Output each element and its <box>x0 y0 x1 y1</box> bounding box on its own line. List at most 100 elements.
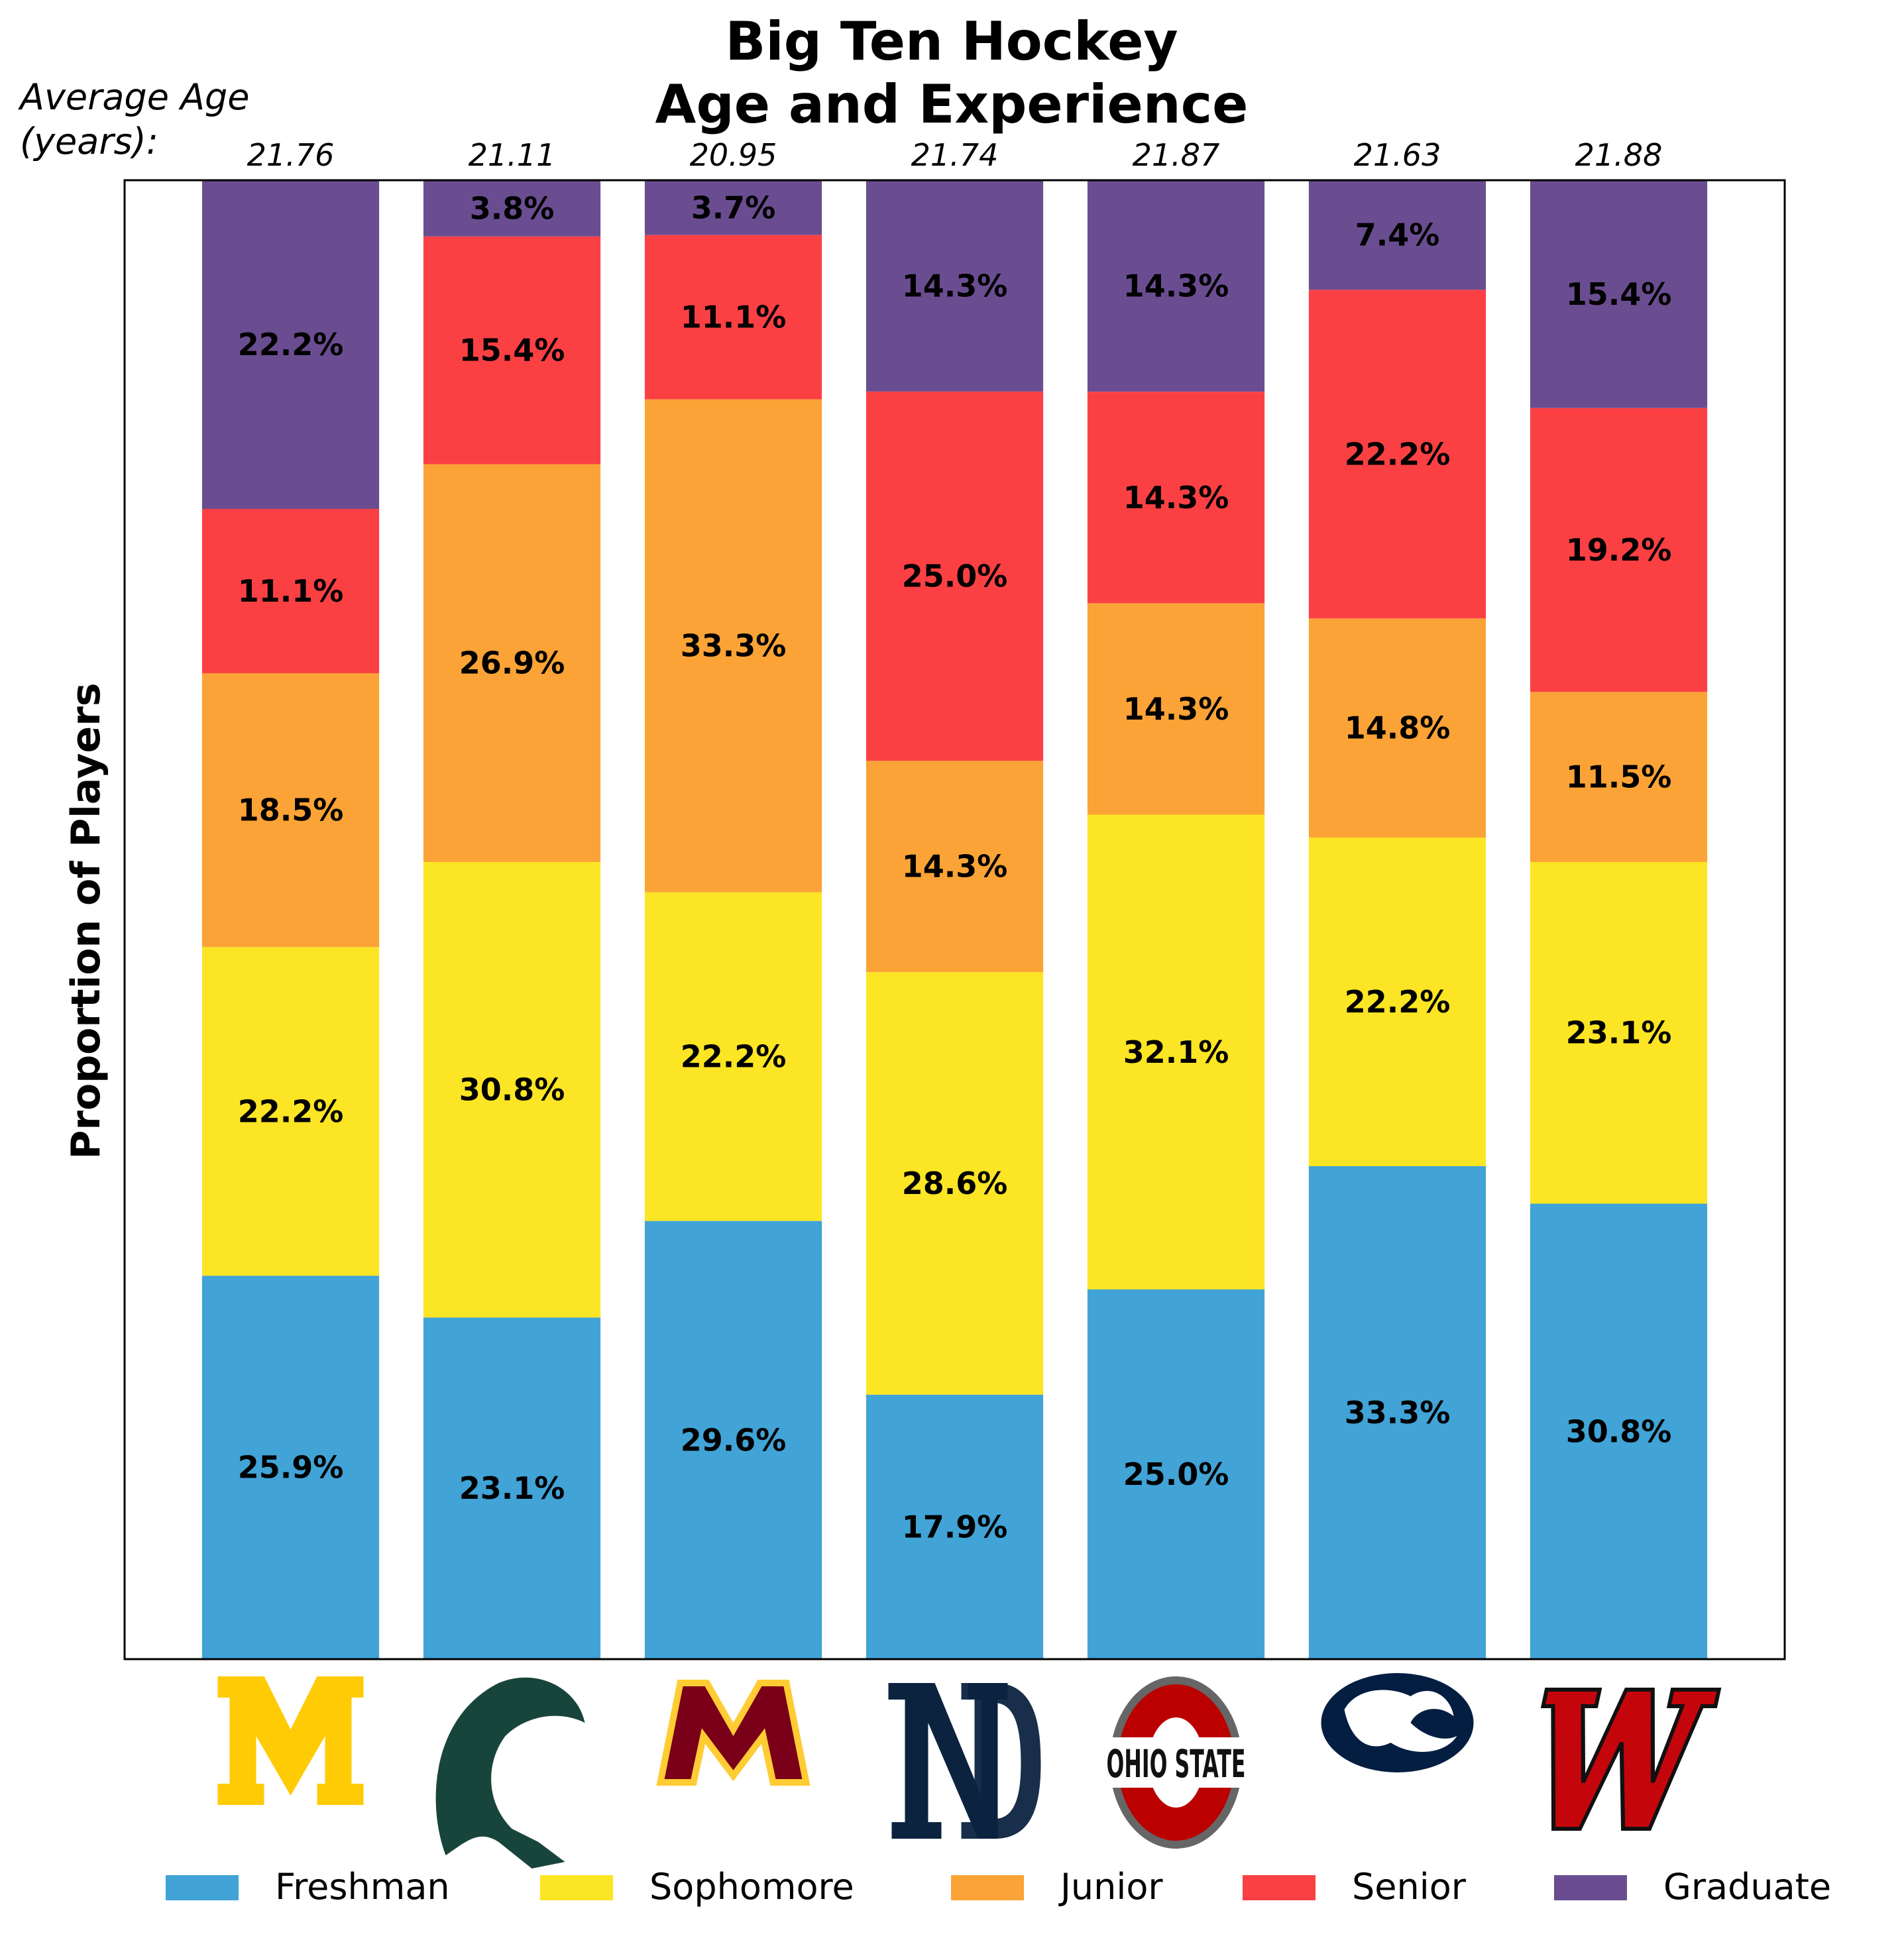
spartan-helmet-shape <box>435 1677 585 1869</box>
bar-segment-minnesota-junior <box>644 399 822 893</box>
data-label-minnesota-senior: 11.1% <box>681 299 787 335</box>
data-label-penn-state-junior: 14.8% <box>1345 710 1451 746</box>
bar-segment-notre-dame-sophomore <box>866 972 1044 1395</box>
legend-item-senior: Senior <box>1243 1866 1467 1908</box>
wisconsin-w-shape <box>1540 1688 1722 1831</box>
data-label-wisconsin-senior: 19.2% <box>1566 532 1672 568</box>
bar-segment-ohio-state-sophomore <box>1087 814 1265 1289</box>
data-label-minnesota-freshman: 29.6% <box>681 1422 787 1458</box>
bar-segment-minnesota-sophomore <box>644 892 822 1221</box>
bar-segment-wisconsin-sophomore <box>1530 861 1708 1204</box>
bar-segment-wisconsin-freshman <box>1530 1203 1708 1659</box>
average-age-michigan: 21.76 <box>247 137 335 173</box>
bar-segment-michigan-graduate <box>201 180 380 509</box>
bar-segment-michigan-state-sophomore <box>423 861 601 1318</box>
bar-segment-michigan-state-senior <box>423 236 601 464</box>
average-age-penn-state: 21.63 <box>1354 137 1441 173</box>
data-label-ohio-state-graduate: 14.3% <box>1123 268 1229 304</box>
data-label-notre-dame-graduate: 14.3% <box>902 268 1008 303</box>
legend-label-freshman: Freshman <box>275 1866 450 1908</box>
data-label-michigan-sophomore: 22.2% <box>238 1093 344 1129</box>
wisconsin-w-logo <box>1540 1688 1722 1831</box>
data-label-michigan-junior: 18.5% <box>238 792 344 828</box>
michigan-block-m-shape <box>217 1676 364 1805</box>
data-label-ohio-state-freshman: 25.0% <box>1123 1456 1229 1492</box>
legend-item-graduate: Graduate <box>1554 1866 1831 1908</box>
data-label-michigan-state-senior: 15.4% <box>459 333 565 368</box>
data-label-ohio-state-senior: 14.3% <box>1123 480 1229 516</box>
legend-swatch-sophomore <box>540 1875 613 1900</box>
legend-swatch-graduate <box>1554 1875 1627 1900</box>
legend-item-freshman: Freshman <box>166 1866 450 1908</box>
bar-segment-penn-state-sophomore <box>1308 838 1486 1166</box>
data-label-notre-dame-freshman: 17.9% <box>902 1509 1008 1545</box>
data-label-michigan-state-freshman: 23.1% <box>459 1470 565 1506</box>
bar-segment-michigan-state-graduate <box>423 180 601 237</box>
notre-dame-nd-logo <box>888 1683 1041 1839</box>
y-axis-label: Proportion of Players <box>63 682 109 1159</box>
legend-item-junior: Junior <box>951 1866 1163 1908</box>
bar-segment-minnesota-senior <box>644 235 822 400</box>
legend-label-graduate: Graduate <box>1663 1866 1831 1908</box>
bar-segment-ohio-state-freshman <box>1087 1289 1265 1659</box>
data-label-penn-state-senior: 22.2% <box>1345 436 1451 472</box>
bar-segment-minnesota-freshman <box>644 1221 822 1659</box>
data-label-michigan-state-sophomore: 30.8% <box>459 1072 565 1108</box>
bars-layer <box>201 180 1708 1659</box>
data-label-minnesota-junior: 33.3% <box>681 628 787 664</box>
average-age-wisconsin: 21.88 <box>1575 137 1663 173</box>
penn-state-lion-logo <box>1321 1673 1474 1772</box>
data-label-michigan-state-graduate: 3.8% <box>470 190 555 226</box>
notre-dame-monogram <box>888 1683 1041 1839</box>
michigan-state-spartan-logo <box>435 1677 585 1869</box>
bar-segment-penn-state-junior <box>1308 618 1486 838</box>
penn-state-lion <box>1321 1673 1474 1772</box>
bar-segment-notre-dame-junior <box>866 761 1044 973</box>
data-label-notre-dame-sophomore: 28.6% <box>902 1166 1008 1201</box>
chart-title-line-2: Age and Experience <box>655 74 1249 135</box>
bar-segment-ohio-state-senior <box>1087 392 1265 604</box>
average-age-ohio-state: 21.87 <box>1133 137 1220 173</box>
ohio-state-logo: OHIO STATE <box>1103 1676 1249 1849</box>
data-label-minnesota-graduate: 3.7% <box>691 190 776 225</box>
data-label-michigan-state-junior: 26.9% <box>459 645 565 681</box>
data-label-penn-state-sophomore: 22.2% <box>1345 984 1451 1020</box>
ohio-state-banner <box>1103 1737 1249 1788</box>
average-age-header-line-1: Average Age <box>18 76 250 118</box>
bar-segment-ohio-state-junior <box>1087 603 1265 815</box>
minnesota-m-logo <box>656 1680 811 1786</box>
legend-swatch-junior <box>951 1875 1024 1900</box>
data-label-wisconsin-sophomore: 23.1% <box>1566 1015 1672 1051</box>
bar-segment-penn-state-senior <box>1308 290 1486 619</box>
data-label-penn-state-graduate: 7.4% <box>1355 217 1440 253</box>
data-label-michigan-freshman: 25.9% <box>238 1450 344 1486</box>
legend-label-senior: Senior <box>1352 1866 1467 1908</box>
legend: Freshman Sophomore Junior Senior Graduate <box>166 1866 1831 1908</box>
ohio-state-block-o: OHIO STATE <box>1103 1676 1249 1849</box>
spartan-helmet <box>435 1677 585 1869</box>
data-label-wisconsin-freshman: 30.8% <box>1566 1413 1672 1449</box>
bar-segment-wisconsin-senior <box>1530 407 1708 692</box>
bar-segment-wisconsin-junior <box>1530 692 1708 862</box>
average-age-minnesota: 20.95 <box>690 137 777 173</box>
spartan-face-gap <box>498 1736 547 1822</box>
bar-segment-penn-state-freshman <box>1308 1166 1486 1659</box>
bar-segment-penn-state-graduate <box>1308 180 1486 290</box>
data-label-wisconsin-graduate: 15.4% <box>1566 276 1672 312</box>
ohio-state-wordmark: OHIO STATE <box>1107 1741 1246 1786</box>
bar-segment-notre-dame-freshman <box>866 1394 1044 1659</box>
bar-segment-michigan-freshman <box>201 1276 380 1659</box>
average-age-header-line-2: (years): <box>20 121 158 162</box>
legend-label-sophomore: Sophomore <box>649 1866 854 1908</box>
team-logos-row: OHIO STATE <box>217 1673 1722 1869</box>
bar-segment-wisconsin-graduate <box>1530 180 1708 408</box>
data-label-michigan-senior: 11.1% <box>238 573 344 609</box>
legend-label-junior: Junior <box>1058 1866 1163 1908</box>
legend-swatch-senior <box>1243 1875 1316 1900</box>
data-label-michigan-graduate: 22.2% <box>238 327 344 362</box>
bar-segment-michigan-senior <box>201 509 380 673</box>
chart-title-line-1: Big Ten Hockey <box>725 11 1178 72</box>
bar-segment-michigan-state-freshman <box>423 1317 601 1659</box>
